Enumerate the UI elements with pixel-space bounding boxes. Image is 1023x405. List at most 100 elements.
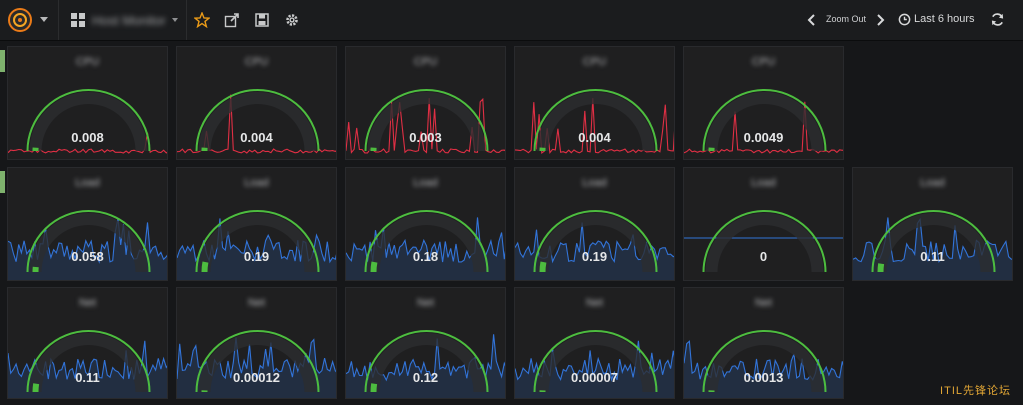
gauge-panel[interactable]: Load 0.19 bbox=[176, 167, 337, 281]
gauge-threshold-ring bbox=[364, 210, 489, 273]
dashboard-picker[interactable]: Host Monitor bbox=[58, 0, 187, 40]
sparkline-fill bbox=[8, 218, 167, 280]
refresh-icon[interactable] bbox=[990, 12, 1005, 27]
panel-title[interactable]: Load bbox=[413, 177, 438, 189]
panel-title[interactable]: Load bbox=[582, 177, 607, 189]
panel-title[interactable]: CPU bbox=[751, 56, 776, 68]
panel-title[interactable]: Net bbox=[247, 297, 266, 309]
gauge-track bbox=[705, 92, 824, 152]
gauge-panel[interactable]: Net 0.11 bbox=[7, 287, 168, 399]
gauge-panel[interactable]: Net 0.0013 bbox=[683, 287, 844, 399]
gauge-track bbox=[536, 213, 655, 273]
gauge-threshold-ring bbox=[702, 330, 827, 393]
panel-title[interactable]: Load bbox=[244, 177, 269, 189]
gauge-track bbox=[536, 92, 655, 152]
gauge-value: 0.12 bbox=[412, 370, 439, 385]
gauge-visual bbox=[515, 89, 674, 155]
gauge-value: 0.058 bbox=[71, 249, 104, 264]
sparkline-fill bbox=[346, 334, 505, 398]
row-collapse-handle[interactable] bbox=[0, 50, 5, 72]
panel-title[interactable]: Net bbox=[78, 297, 97, 309]
gauge-value: 0 bbox=[759, 249, 768, 264]
gauge-panel[interactable]: Load 0.19 bbox=[514, 167, 675, 281]
gauge-panel[interactable]: Load 0.11 bbox=[852, 167, 1013, 281]
gauge-threshold-ring bbox=[533, 210, 658, 273]
gauge-track bbox=[367, 92, 486, 152]
gauge-track bbox=[29, 213, 148, 273]
panel-title[interactable]: CPU bbox=[582, 56, 607, 68]
sparkline-fill bbox=[8, 340, 167, 398]
clock-icon bbox=[898, 13, 911, 26]
gauge-visual bbox=[346, 210, 505, 280]
gauge-visual bbox=[8, 210, 167, 280]
gauge-value: 0.00012 bbox=[233, 370, 280, 385]
zoom-out-button[interactable]: Zoom Out bbox=[826, 14, 867, 24]
gauge-threshold-ring bbox=[26, 330, 151, 393]
top-navbar: Host Monitor Zoom Out Last 6 hours bbox=[0, 0, 1023, 41]
gauge-threshold-ring bbox=[871, 210, 996, 273]
grafana-logo-icon bbox=[8, 8, 32, 32]
gauge-threshold-ring bbox=[195, 330, 320, 393]
gauge-visual bbox=[8, 89, 167, 154]
gauge-threshold-ring bbox=[702, 210, 827, 273]
gauge-threshold-ring bbox=[26, 210, 151, 273]
panel-title[interactable]: Net bbox=[754, 297, 773, 309]
share-icon[interactable] bbox=[224, 12, 240, 28]
panel-title[interactable]: Load bbox=[920, 177, 945, 189]
gauge-threshold-ring bbox=[195, 210, 320, 273]
gauge-value-fill bbox=[201, 261, 209, 273]
time-range-picker[interactable]: Last 6 hours bbox=[914, 13, 975, 25]
gauge-threshold-ring bbox=[533, 330, 658, 393]
gauge-panel[interactable]: Load 0.058 bbox=[7, 167, 168, 281]
chevron-left-icon[interactable] bbox=[806, 13, 818, 27]
chevron-right-icon[interactable] bbox=[874, 13, 886, 27]
gauge-panel[interactable]: Net 0.12 bbox=[345, 287, 506, 399]
gauge-visual bbox=[515, 210, 674, 280]
gauge-visual bbox=[684, 330, 843, 398]
gauge-panel[interactable]: Load 0 bbox=[683, 167, 844, 281]
panel-title[interactable]: CPU bbox=[75, 56, 100, 68]
gauge-value-fill bbox=[370, 383, 378, 393]
gauge-track bbox=[198, 333, 317, 393]
gauge-panel[interactable]: Load 0.18 bbox=[345, 167, 506, 281]
panel-title[interactable]: CPU bbox=[244, 56, 269, 68]
panel-title[interactable]: Load bbox=[75, 177, 100, 189]
gauge-threshold-ring bbox=[195, 89, 320, 152]
gauge-track bbox=[29, 333, 148, 393]
panel-title[interactable]: CPU bbox=[413, 56, 438, 68]
save-icon[interactable] bbox=[254, 12, 270, 28]
gauge-panel[interactable]: CPU 0.004 bbox=[514, 46, 675, 160]
gauge-track bbox=[198, 92, 317, 152]
gauge-track bbox=[367, 333, 486, 393]
star-icon[interactable] bbox=[194, 12, 210, 28]
gauge-value: 0.0049 bbox=[743, 130, 784, 145]
grafana-menu-button[interactable] bbox=[0, 0, 59, 40]
gauge-panel[interactable]: CPU 0.008 bbox=[7, 46, 168, 160]
panel-title[interactable]: Load bbox=[751, 177, 776, 189]
gauge-value: 0.11 bbox=[75, 370, 100, 385]
gauge-panel[interactable]: Net 0.00012 bbox=[176, 287, 337, 399]
gauge-value: 0.008 bbox=[71, 130, 104, 145]
gauge-threshold-ring bbox=[702, 89, 827, 152]
gauge-value: 0.004 bbox=[240, 130, 273, 145]
gauge-visual bbox=[515, 330, 674, 398]
sparkline-fill bbox=[853, 217, 1012, 280]
gauge-visual bbox=[177, 330, 336, 398]
panel-title[interactable]: Net bbox=[585, 297, 604, 309]
gauge-panel[interactable]: CPU 0.004 bbox=[176, 46, 337, 160]
gauge-panel[interactable]: CPU 0.0049 bbox=[683, 46, 844, 160]
chevron-down-icon bbox=[172, 18, 178, 22]
sparkline-fill bbox=[684, 341, 843, 398]
panel-title[interactable]: Net bbox=[416, 297, 435, 309]
gauge-panel[interactable]: CPU 0.003 bbox=[345, 46, 506, 160]
row-collapse-handle[interactable] bbox=[0, 171, 5, 193]
gauge-threshold-ring bbox=[364, 89, 489, 152]
watermark: ITIL先锋论坛 bbox=[940, 385, 1011, 397]
grid-icon bbox=[71, 13, 85, 27]
gear-icon[interactable] bbox=[284, 12, 300, 28]
gauge-panel[interactable]: Net 0.00007 bbox=[514, 287, 675, 399]
gauge-track bbox=[705, 333, 824, 393]
gauge-value-fill bbox=[370, 261, 378, 273]
gauge-value: 0.19 bbox=[243, 249, 270, 264]
gauge-track bbox=[29, 92, 148, 152]
